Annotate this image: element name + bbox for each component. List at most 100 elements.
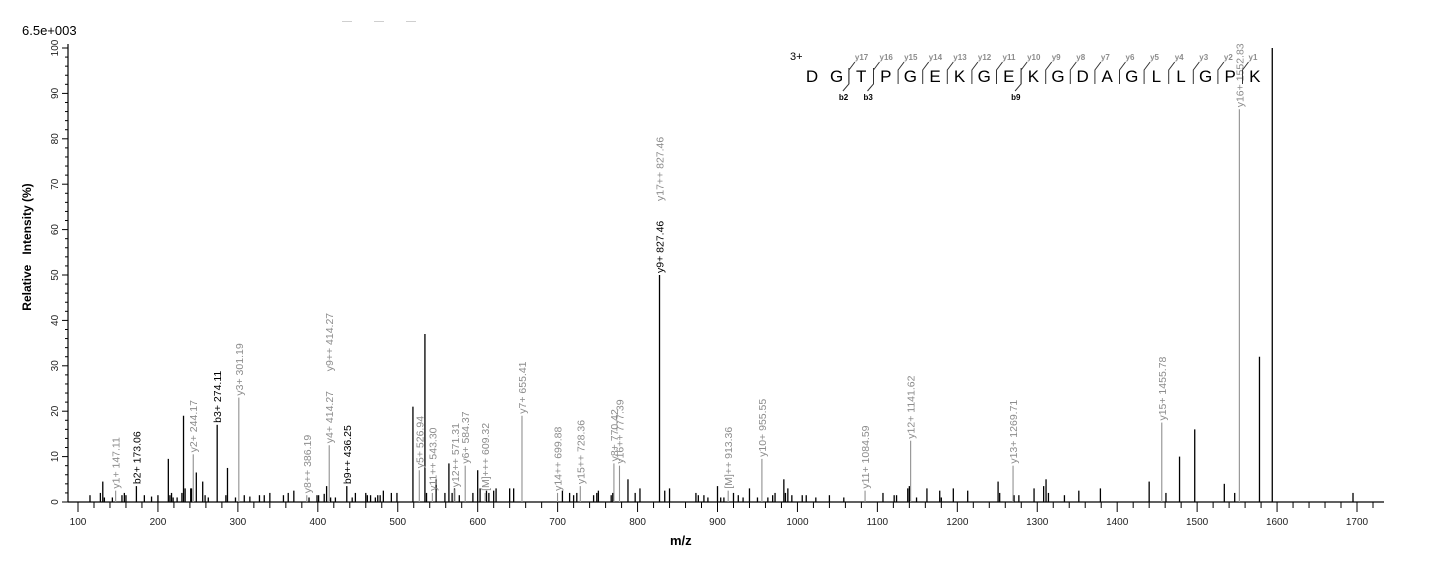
x-tick-label: 1200 [946,517,969,528]
y-tick-label: 60 [50,224,61,236]
residue: G [1051,67,1064,86]
y-ion-bracket [897,61,905,84]
residue: D [1076,67,1088,86]
residue: D [806,67,818,86]
peak-label: b3+ 274.11 [212,371,224,423]
peak-label: y9+ 827.46 [655,221,667,273]
y-ion-marker: y16 [880,53,894,62]
y-ion-marker: y2 [1224,53,1233,62]
peak-label: y16+ 1552.83 [1234,43,1246,107]
residue: K [1028,67,1040,86]
y-tick-label: 50 [50,269,61,281]
y-ion-bracket [1069,61,1077,84]
residue: P [880,67,891,86]
y-ion-marker: y15 [904,53,918,62]
x-tick-label: 500 [389,517,406,528]
residue: G [830,67,843,86]
residue: K [1249,67,1261,86]
y-tick-label: 70 [50,178,61,190]
y-ion-marker: y12 [978,53,992,62]
x-tick-label: 1100 [867,517,889,528]
y-ion-marker: y10 [1027,53,1041,62]
peak-label: y8+ 770.42 [609,409,621,461]
peak-label: y7+ 655.41 [517,361,529,413]
y-ion-marker: y3 [1199,53,1208,62]
y-ion-marker: y6 [1126,53,1135,62]
y-ion-bracket [1020,61,1028,84]
peak-label: y1+ 147.11 [111,437,123,489]
chart-axes: 100 200 300 400 500 600 700 800 900 1000 1100 1200 1… [50,39,1384,528]
y-tick-label: 30 [50,360,61,372]
y-ion-bracket [971,61,979,84]
x-tick-label: 1500 [1186,517,1209,528]
residue: E [929,67,940,86]
y-ion-marker: y17 [855,53,869,62]
peak-label: y6+ 584.37 [460,411,472,463]
y-ion-bracket [1192,61,1200,84]
y-ion-bracket [1168,61,1176,84]
peaks-layer [89,48,1354,502]
y-ion-bracket [873,61,880,84]
y-tick-label: 20 [50,405,61,417]
peak-label: y4+ 414.27 [324,391,336,443]
y-ion-marker: y11 [1003,53,1016,62]
x-tick-label: 800 [629,517,646,528]
x-tick-label: 1000 [786,517,809,528]
y-ion-bracket [1217,61,1225,84]
b-ion-bracket [867,68,874,92]
y-ion-marker: y8 [1076,53,1085,62]
peak-label-overlap: y17++ 827.46 [655,137,667,201]
x-axis-label: m/z [670,533,692,548]
y-ion-bracket [1242,61,1249,84]
y-ion-bracket [1143,61,1151,84]
b-ion-bracket [842,68,850,92]
y-ion-bracket [996,61,1003,84]
peak-label: y3+ 301.19 [234,343,246,395]
window-control-dash [342,21,352,22]
peak-label: y2+ 244.17 [188,400,200,452]
peak-labels-layer: y1+ 147.11 b2+ 173.06 y2+ 244.17 b3+ 274.11… [111,43,1247,493]
y-ion-bracket [1094,61,1102,84]
residue: E [1003,67,1014,86]
y-ion-bracket [946,61,954,84]
b-ion-marker: b3 [864,93,874,102]
window-control-dash [406,21,416,22]
x-tick-label: 1400 [1106,517,1129,528]
y-ion-marker: y5 [1150,53,1159,62]
y-tick-label: 100 [50,39,61,56]
residue: P [1225,67,1236,86]
y-tick-label: 80 [50,133,61,145]
b-ion-marker: b9 [1011,93,1021,102]
x-tick-label: 1700 [1346,517,1369,528]
peak-label: y12++ 571.31 [450,423,462,487]
x-tick-label: 300 [230,517,247,528]
y-tick-label: 90 [50,87,61,99]
peak-label: [M]+++ 609.32 [480,423,492,491]
peak-label: y13+ 1269.71 [1008,400,1020,464]
y-ion-marker: y13 [953,53,967,62]
y-tick-label: 10 [50,451,61,463]
residue: G [1125,67,1138,86]
window-control-dash [374,21,384,22]
residue: L [1152,67,1161,86]
peak-label: y5+ 526.94 [414,416,426,468]
x-tick-label: 1300 [1026,517,1049,528]
residue: G [904,67,917,86]
residue: G [1199,67,1212,86]
peak-label: y8++ 386.19 [302,435,314,494]
charge-state: 3+ [790,51,803,63]
y-ion-marker: y9 [1052,53,1061,62]
peak-label: b9++ 436.25 [342,425,354,484]
y-ion-bracket [848,61,856,84]
peak-label: y14++ 699.88 [553,427,565,491]
b-ion-bracket [1014,68,1022,92]
y-tick-label: 40 [50,314,61,326]
peak-label: y11++ 543.30 [427,427,439,491]
peak-label: y11+ 1084.59 [860,425,872,488]
peak-label: b2+ 173.06 [131,431,143,484]
x-tick-label: 900 [709,517,726,528]
y-ion-marker: y14 [929,53,943,62]
y-tick-label: 0 [50,499,61,505]
x-tick-label: 400 [309,517,326,528]
